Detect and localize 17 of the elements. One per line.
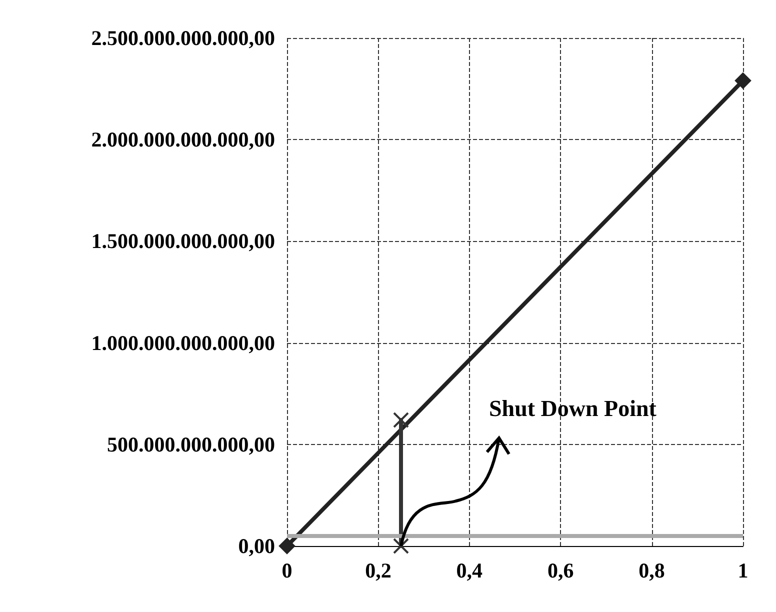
y-tick-label: 0,00 [238,534,275,558]
x-tick-label: 1 [738,558,748,582]
y-tick-label: 1.000.000.000.000,00 [91,330,275,355]
x-tick-label: 0,4 [456,558,484,582]
point [393,538,409,554]
x-tick-label: 0,8 [638,558,665,582]
x-tick-label: 0 [282,558,292,582]
annotation: Shut Down Point [489,396,657,421]
x-tick-label: 0,6 [547,558,574,582]
point [735,72,751,89]
point [393,412,409,428]
y-tick-label: 1.500.000.000.000,00 [91,229,275,254]
y-tick-label: 2.500.000.000.000,00 [91,26,275,50]
point [279,538,295,554]
y-tick-label: 2.000.000.000.000,00 [91,128,275,152]
y-tick-label: 500.000.000.000,00 [107,432,275,456]
x-tick-label: 0,2 [365,558,392,582]
